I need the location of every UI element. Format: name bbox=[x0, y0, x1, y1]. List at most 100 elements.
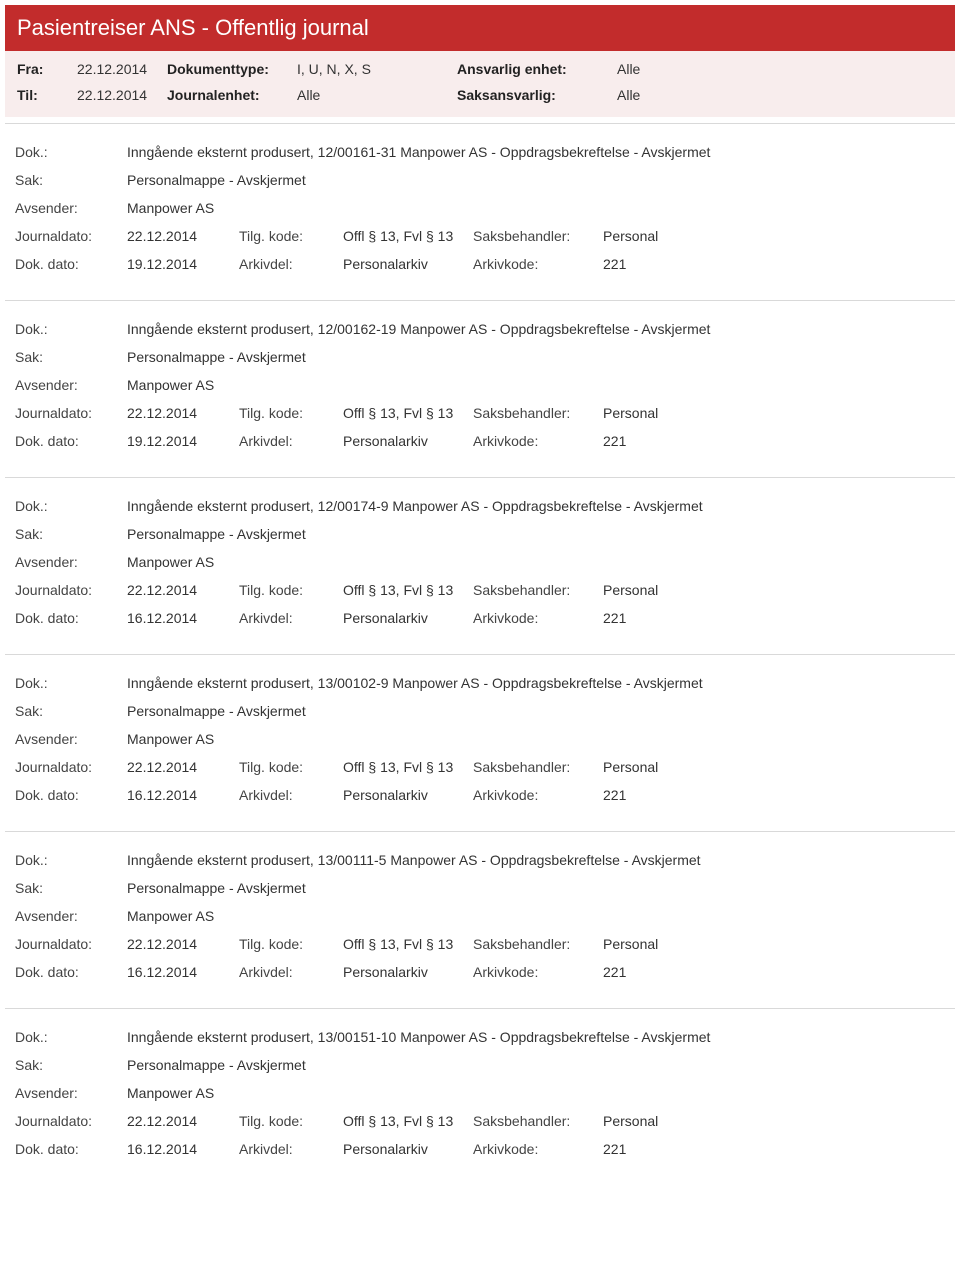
dokdato-label: Dok. dato: bbox=[15, 964, 127, 980]
avsender-label: Avsender: bbox=[15, 377, 127, 393]
dokdato-label: Dok. dato: bbox=[15, 1141, 127, 1157]
tilgkode-value: Offl § 13, Fvl § 13 bbox=[343, 936, 473, 952]
dok-value: Inngående eksternt produsert, 12/00162-1… bbox=[127, 321, 945, 337]
saksansvarlig-label: Saksansvarlig: bbox=[457, 87, 617, 103]
saksbehandler-value: Personal bbox=[603, 936, 783, 952]
dok-label: Dok.: bbox=[15, 852, 127, 868]
arkivdel-label: Arkivdel: bbox=[239, 1141, 343, 1157]
dokdato-value: 16.12.2014 bbox=[127, 787, 239, 803]
arkivdel-value: Personalarkiv bbox=[343, 787, 473, 803]
arkivkode-label: Arkivkode: bbox=[473, 610, 603, 626]
dokumenttype-value: I, U, N, X, S bbox=[297, 61, 457, 77]
entry-sak-row: Sak: Personalmappe - Avskjermet bbox=[15, 699, 945, 723]
dok-label: Dok.: bbox=[15, 1029, 127, 1045]
avsender-value: Manpower AS bbox=[127, 554, 945, 570]
saksbehandler-label: Saksbehandler: bbox=[473, 936, 603, 952]
avsender-label: Avsender: bbox=[15, 554, 127, 570]
tilgkode-label: Tilg. kode: bbox=[239, 1113, 343, 1129]
entry-avsender-row: Avsender: Manpower AS bbox=[15, 550, 945, 574]
page: Pasientreiser ANS - Offentlig journal Fr… bbox=[0, 0, 960, 1179]
journaldato-label: Journaldato: bbox=[15, 582, 127, 598]
tilgkode-label: Tilg. kode: bbox=[239, 582, 343, 598]
journalenhet-label: Journalenhet: bbox=[167, 87, 297, 103]
entry-dok-row: Dok.: Inngående eksternt produsert, 13/0… bbox=[15, 671, 945, 695]
dok-label: Dok.: bbox=[15, 144, 127, 160]
arkivkode-value: 221 bbox=[603, 1141, 783, 1157]
arkivkode-label: Arkivkode: bbox=[473, 964, 603, 980]
journaldato-value: 22.12.2014 bbox=[127, 1113, 239, 1129]
sak-label: Sak: bbox=[15, 172, 127, 188]
entry-avsender-row: Avsender: Manpower AS bbox=[15, 1081, 945, 1105]
dok-label: Dok.: bbox=[15, 321, 127, 337]
tilgkode-label: Tilg. kode: bbox=[239, 228, 343, 244]
fra-value: 22.12.2014 bbox=[77, 61, 167, 77]
dok-value: Inngående eksternt produsert, 12/00174-9… bbox=[127, 498, 945, 514]
arkivkode-label: Arkivkode: bbox=[473, 256, 603, 272]
saksbehandler-value: Personal bbox=[603, 1113, 783, 1129]
dok-value: Inngående eksternt produsert, 13/00151-1… bbox=[127, 1029, 945, 1045]
dokumenttype-label: Dokumenttype: bbox=[167, 61, 297, 77]
page-title: Pasientreiser ANS - Offentlig journal bbox=[17, 15, 369, 40]
fra-label: Fra: bbox=[17, 61, 77, 77]
tilgkode-label: Tilg. kode: bbox=[239, 405, 343, 421]
entry-sak-row: Sak: Personalmappe - Avskjermet bbox=[15, 168, 945, 192]
dokdato-value: 16.12.2014 bbox=[127, 1141, 239, 1157]
saksbehandler-label: Saksbehandler: bbox=[473, 228, 603, 244]
entry-dok-row: Dok.: Inngående eksternt produsert, 13/0… bbox=[15, 848, 945, 872]
arkivkode-value: 221 bbox=[603, 964, 783, 980]
entry-journaldato-row: Journaldato: 22.12.2014 Tilg. kode: Offl… bbox=[15, 932, 945, 956]
entry-dok-row: Dok.: Inngående eksternt produsert, 12/0… bbox=[15, 494, 945, 518]
saksbehandler-label: Saksbehandler: bbox=[473, 405, 603, 421]
dokdato-label: Dok. dato: bbox=[15, 787, 127, 803]
arkivdel-value: Personalarkiv bbox=[343, 964, 473, 980]
journaldato-label: Journaldato: bbox=[15, 405, 127, 421]
journaldato-label: Journaldato: bbox=[15, 1113, 127, 1129]
arkivdel-value: Personalarkiv bbox=[343, 610, 473, 626]
saksbehandler-value: Personal bbox=[603, 759, 783, 775]
entry-avsender-row: Avsender: Manpower AS bbox=[15, 196, 945, 220]
entry-journaldato-row: Journaldato: 22.12.2014 Tilg. kode: Offl… bbox=[15, 401, 945, 425]
entry-dokdato-row: Dok. dato: 16.12.2014 Arkivdel: Personal… bbox=[15, 1137, 945, 1161]
tilgkode-label: Tilg. kode: bbox=[239, 759, 343, 775]
arkivkode-label: Arkivkode: bbox=[473, 1141, 603, 1157]
arkivkode-value: 221 bbox=[603, 433, 783, 449]
sak-label: Sak: bbox=[15, 1057, 127, 1073]
sak-label: Sak: bbox=[15, 526, 127, 542]
journaldato-label: Journaldato: bbox=[15, 936, 127, 952]
avsender-label: Avsender: bbox=[15, 731, 127, 747]
avsender-value: Manpower AS bbox=[127, 377, 945, 393]
sak-value: Personalmappe - Avskjermet bbox=[127, 349, 945, 365]
saksbehandler-label: Saksbehandler: bbox=[473, 582, 603, 598]
entry-dokdato-row: Dok. dato: 16.12.2014 Arkivdel: Personal… bbox=[15, 960, 945, 984]
entries-container: Dok.: Inngående eksternt produsert, 12/0… bbox=[5, 123, 955, 1179]
entry-sak-row: Sak: Personalmappe - Avskjermet bbox=[15, 522, 945, 546]
journal-entry: Dok.: Inngående eksternt produsert, 12/0… bbox=[5, 477, 955, 648]
journal-entry: Dok.: Inngående eksternt produsert, 13/0… bbox=[5, 831, 955, 1002]
dokdato-value: 19.12.2014 bbox=[127, 433, 239, 449]
entry-journaldato-row: Journaldato: 22.12.2014 Tilg. kode: Offl… bbox=[15, 1109, 945, 1133]
arkivkode-value: 221 bbox=[603, 787, 783, 803]
arkivdel-label: Arkivdel: bbox=[239, 787, 343, 803]
journal-entry: Dok.: Inngående eksternt produsert, 12/0… bbox=[5, 300, 955, 471]
dok-label: Dok.: bbox=[15, 675, 127, 691]
dokdato-value: 16.12.2014 bbox=[127, 964, 239, 980]
sak-value: Personalmappe - Avskjermet bbox=[127, 703, 945, 719]
tilgkode-value: Offl § 13, Fvl § 13 bbox=[343, 228, 473, 244]
arkivkode-label: Arkivkode: bbox=[473, 433, 603, 449]
tilgkode-value: Offl § 13, Fvl § 13 bbox=[343, 405, 473, 421]
dokdato-label: Dok. dato: bbox=[15, 433, 127, 449]
avsender-value: Manpower AS bbox=[127, 731, 945, 747]
journaldato-value: 22.12.2014 bbox=[127, 228, 239, 244]
tilgkode-label: Tilg. kode: bbox=[239, 936, 343, 952]
journaldato-label: Journaldato: bbox=[15, 759, 127, 775]
journal-entry: Dok.: Inngående eksternt produsert, 12/0… bbox=[5, 123, 955, 294]
tilgkode-value: Offl § 13, Fvl § 13 bbox=[343, 1113, 473, 1129]
entry-dok-row: Dok.: Inngående eksternt produsert, 13/0… bbox=[15, 1025, 945, 1049]
saksbehandler-value: Personal bbox=[603, 582, 783, 598]
avsender-label: Avsender: bbox=[15, 200, 127, 216]
entry-sak-row: Sak: Personalmappe - Avskjermet bbox=[15, 876, 945, 900]
dok-value: Inngående eksternt produsert, 13/00111-5… bbox=[127, 852, 945, 868]
saksansvarlig-value: Alle bbox=[617, 87, 757, 103]
entry-dokdato-row: Dok. dato: 16.12.2014 Arkivdel: Personal… bbox=[15, 783, 945, 807]
entry-sak-row: Sak: Personalmappe - Avskjermet bbox=[15, 345, 945, 369]
